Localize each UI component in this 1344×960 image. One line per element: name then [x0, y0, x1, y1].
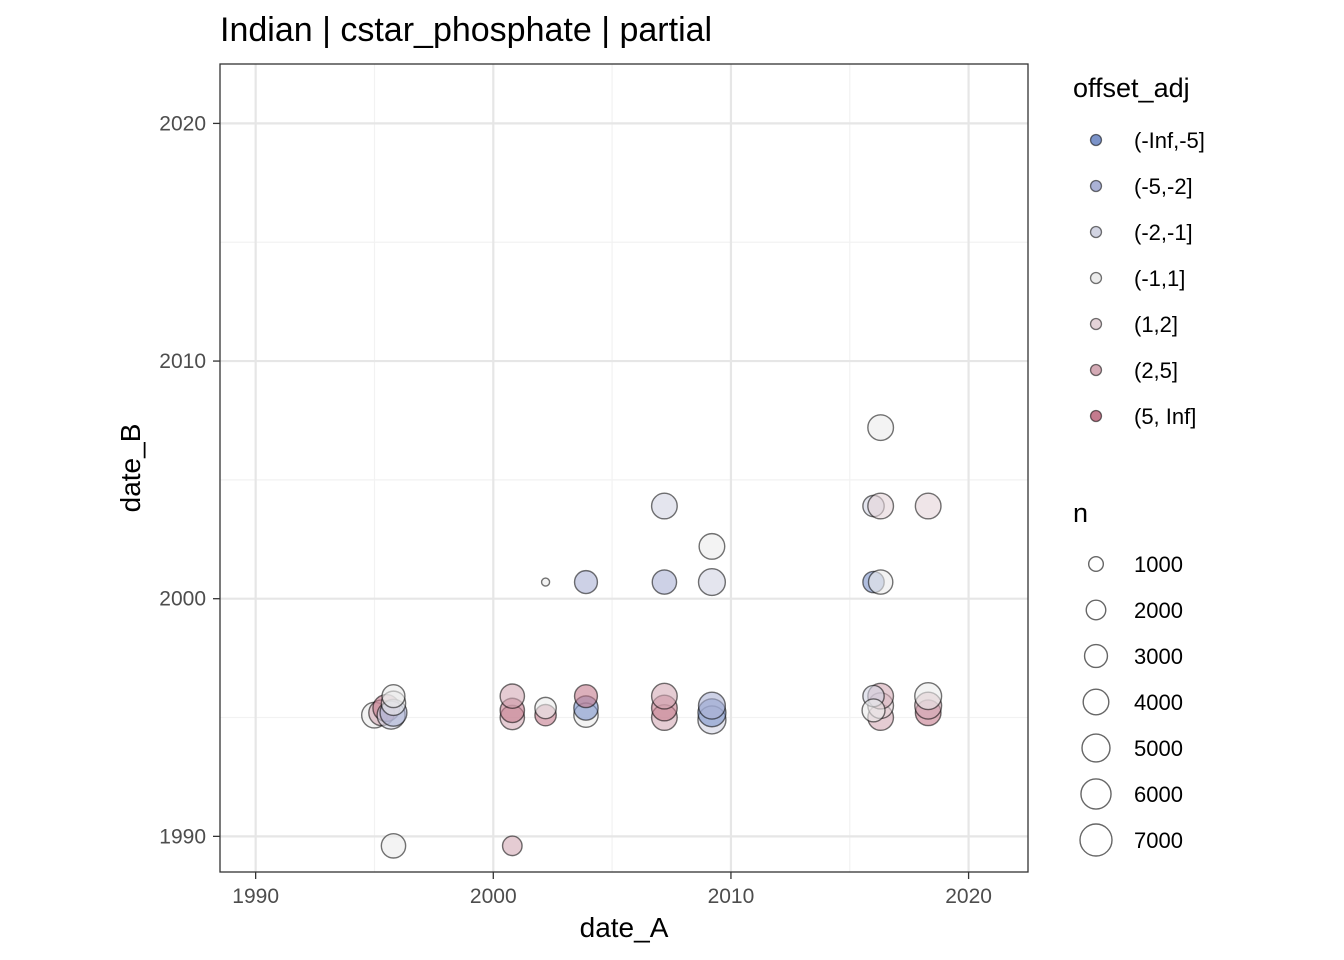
- y-tick-label: 2020: [159, 112, 206, 135]
- color-legend-key: [1089, 363, 1103, 377]
- data-point: [381, 683, 406, 709]
- size-legend-key: [1079, 823, 1113, 857]
- data-point: [867, 569, 894, 595]
- data-point: [650, 682, 678, 710]
- x-tick-label: 1990: [232, 885, 279, 908]
- color-legend-title: offset_adj: [1073, 73, 1190, 103]
- data-point: [861, 698, 886, 723]
- data-point: [650, 492, 678, 520]
- size-legend-label: 1000: [1134, 552, 1183, 577]
- data-point: [867, 414, 895, 442]
- data-points: [360, 414, 943, 859]
- color-legend-key: [1089, 133, 1103, 147]
- color-legend-label: (-1,1]: [1134, 266, 1185, 291]
- color-legend-key: [1089, 409, 1103, 423]
- color-legend-label: (-Inf,-5]: [1134, 128, 1205, 153]
- size-legend-key: [1085, 599, 1107, 621]
- x-axis: 1990 2000 2010 2020: [232, 872, 992, 908]
- data-point: [573, 683, 599, 709]
- data-point: [499, 683, 526, 709]
- y-tick-label: 2010: [159, 350, 206, 373]
- size-legend-label: 5000: [1134, 736, 1183, 761]
- data-point: [534, 696, 557, 720]
- plot-border: [219, 63, 1029, 873]
- size-legend-title: n: [1073, 498, 1088, 528]
- size-legend-label: 3000: [1134, 644, 1183, 669]
- size-legend-key: [1080, 778, 1112, 810]
- data-point: [867, 492, 895, 520]
- size-legend-key: [1081, 733, 1111, 763]
- y-axis-title: date_B: [115, 424, 146, 513]
- x-axis-title: date_A: [580, 912, 669, 943]
- size-legend-label: 4000: [1134, 690, 1183, 715]
- color-legend-label: (1,2]: [1134, 312, 1178, 337]
- major-gridlines: [220, 64, 1028, 872]
- size-legend-key: [1087, 555, 1105, 573]
- x-tick-label: 2000: [470, 885, 517, 908]
- data-point: [697, 567, 727, 597]
- size-legend-key: [1082, 688, 1110, 716]
- size-legend-label: 2000: [1134, 598, 1183, 623]
- color-legend-key: [1089, 317, 1103, 331]
- data-point: [540, 577, 551, 587]
- data-point: [914, 492, 942, 520]
- x-tick-label: 2020: [945, 885, 992, 908]
- chart-title: Indian | cstar_phosphate | partial: [220, 11, 712, 49]
- y-tick-label: 2000: [159, 588, 206, 611]
- y-axis: 1990 2000 2010 2020: [159, 112, 220, 848]
- size-legend-key: [1083, 643, 1109, 669]
- color-legend-label: (5, Inf]: [1134, 404, 1196, 429]
- minor-gridlines: [220, 64, 1028, 872]
- color-legend: offset_adj (-Inf,-5] (-5,-2] (-2,-1] (-1,1]…: [1073, 73, 1205, 429]
- size-legend-label: 6000: [1134, 782, 1183, 807]
- data-point: [698, 532, 726, 560]
- color-legend-label: (-2,-1]: [1134, 220, 1193, 245]
- plot-background: [220, 64, 1028, 872]
- color-legend-key: [1089, 179, 1103, 193]
- data-point: [380, 833, 407, 859]
- data-point: [697, 691, 727, 720]
- size-legend: n 1000 2000 3000 4000 5000 6000 7000: [1073, 498, 1183, 857]
- color-legend-label: (2,5]: [1134, 358, 1178, 383]
- x-tick-label: 2010: [708, 885, 755, 908]
- color-legend-label: (-5,-2]: [1134, 174, 1193, 199]
- data-point: [501, 835, 523, 857]
- data-point: [651, 569, 678, 595]
- y-tick-label: 1990: [159, 825, 206, 848]
- data-point: [914, 682, 943, 711]
- data-point: [573, 569, 599, 595]
- color-legend-key: [1089, 271, 1103, 285]
- size-legend-label: 7000: [1134, 828, 1183, 853]
- color-legend-key: [1089, 225, 1103, 239]
- plot-panel: [219, 63, 1029, 873]
